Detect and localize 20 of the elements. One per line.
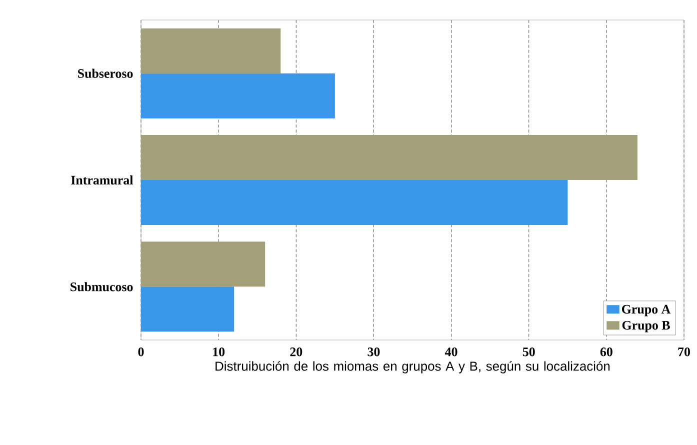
bar [141, 73, 335, 118]
bar [141, 135, 638, 180]
x-tick-label: 0 [138, 348, 144, 356]
bar [141, 242, 266, 287]
legend-label: Grupo A [622, 304, 671, 316]
bar [141, 28, 281, 74]
x-tick-label: 20 [290, 348, 302, 356]
x-tick-label: 60 [600, 348, 612, 356]
x-tick-label: 10 [213, 348, 225, 356]
y-tick-label: Submucoso [70, 282, 133, 292]
x-tick-label: 40 [444, 348, 458, 356]
x-tick-label: 50 [522, 348, 535, 356]
bar [141, 286, 234, 332]
y-tick-label: Subseroso [78, 68, 133, 78]
legend-label: Grupo B [622, 320, 670, 332]
x-tick-label: 70 [678, 348, 690, 356]
y-tick-label: Intramural [71, 175, 134, 185]
bar [141, 180, 568, 226]
x-axis-title: Distruibución de los miomas en grupos A y B, según su localización [216, 361, 610, 374]
x-tick-label: 30 [368, 348, 380, 356]
